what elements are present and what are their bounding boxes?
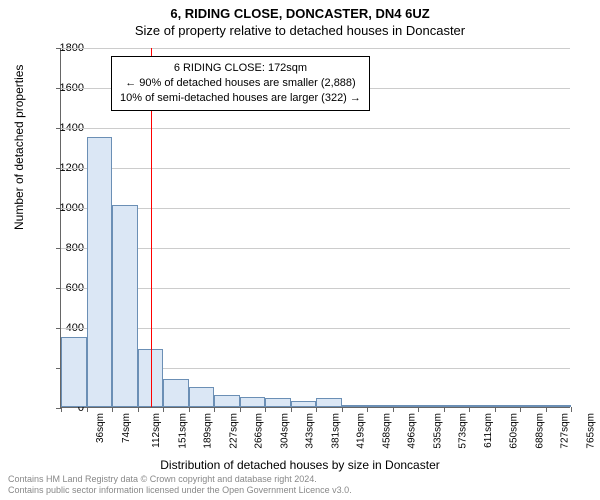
annotation-line3: 10% of semi-detached houses are larger (… (120, 91, 361, 106)
x-tick-mark (138, 407, 139, 412)
x-tick-mark (393, 407, 394, 412)
footer-line2: Contains public sector information licen… (8, 485, 352, 496)
histogram-bar (546, 405, 572, 407)
histogram-bar (520, 405, 546, 407)
x-tick-label: 343sqm (305, 413, 316, 449)
histogram-bar (163, 379, 189, 407)
histogram-bar (367, 405, 393, 407)
x-tick-label: 381sqm (330, 413, 341, 449)
histogram-bar (214, 395, 240, 407)
x-tick-label: 650sqm (509, 413, 520, 449)
x-tick-label: 727sqm (560, 413, 571, 449)
x-tick-mark (316, 407, 317, 412)
histogram-bar (138, 349, 164, 407)
x-tick-label: 611sqm (482, 413, 493, 448)
histogram-bar (112, 205, 138, 407)
x-tick-mark (444, 407, 445, 412)
x-tick-mark (265, 407, 266, 412)
histogram-bar (87, 137, 113, 407)
chart-title-main: 6, RIDING CLOSE, DONCASTER, DN4 6UZ (0, 0, 600, 21)
x-tick-label: 688sqm (534, 413, 545, 449)
x-tick-mark (367, 407, 368, 412)
attribution-footer: Contains HM Land Registry data © Crown c… (8, 474, 352, 496)
gridline (61, 168, 570, 169)
histogram-bar (265, 398, 291, 407)
x-axis-label: Distribution of detached houses by size … (0, 458, 600, 472)
histogram-bar (61, 337, 87, 407)
x-tick-mark (214, 407, 215, 412)
chart-area: 36sqm74sqm112sqm151sqm189sqm227sqm266sqm… (60, 48, 570, 408)
histogram-bar (189, 387, 215, 407)
footer-line1: Contains HM Land Registry data © Crown c… (8, 474, 352, 485)
x-tick-mark (189, 407, 190, 412)
histogram-bar (240, 397, 266, 407)
x-tick-label: 496sqm (407, 413, 418, 449)
x-tick-label: 266sqm (254, 413, 265, 449)
histogram-bar (469, 405, 495, 407)
x-tick-mark (112, 407, 113, 412)
annotation-box: 6 RIDING CLOSE: 172sqm← 90% of detached … (111, 56, 370, 111)
histogram-bar (418, 405, 444, 407)
x-tick-label: 112sqm (151, 413, 162, 448)
y-axis-label: Number of detached properties (12, 65, 26, 230)
x-tick-label: 189sqm (203, 413, 214, 449)
x-tick-label: 458sqm (381, 413, 392, 449)
x-tick-mark (87, 407, 88, 412)
histogram-bar (342, 405, 368, 407)
x-tick-mark (469, 407, 470, 412)
x-tick-label: 227sqm (228, 413, 239, 449)
x-tick-mark (495, 407, 496, 412)
x-tick-label: 419sqm (356, 413, 367, 449)
gridline (61, 48, 570, 49)
x-tick-mark (546, 407, 547, 412)
histogram-bar (495, 405, 521, 407)
histogram-bar (444, 405, 470, 407)
x-tick-label: 74sqm (121, 413, 132, 443)
x-tick-label: 535sqm (432, 413, 443, 449)
x-tick-mark (163, 407, 164, 412)
x-tick-label: 765sqm (585, 413, 596, 449)
x-tick-label: 573sqm (458, 413, 469, 449)
histogram-bar (291, 401, 317, 407)
plot-area: 36sqm74sqm112sqm151sqm189sqm227sqm266sqm… (60, 48, 570, 408)
x-tick-mark (240, 407, 241, 412)
histogram-bar (316, 398, 342, 407)
x-tick-label: 304sqm (279, 413, 290, 449)
x-tick-label: 151sqm (177, 413, 188, 449)
annotation-line1: 6 RIDING CLOSE: 172sqm (120, 61, 361, 76)
annotation-line2: ← 90% of detached houses are smaller (2,… (120, 76, 361, 91)
gridline (61, 128, 570, 129)
chart-title-sub: Size of property relative to detached ho… (0, 21, 600, 38)
x-tick-mark (342, 407, 343, 412)
x-tick-mark (571, 407, 572, 412)
x-tick-mark (291, 407, 292, 412)
x-tick-mark (520, 407, 521, 412)
histogram-bar (393, 405, 419, 407)
x-tick-mark (418, 407, 419, 412)
x-tick-label: 36sqm (95, 413, 106, 443)
